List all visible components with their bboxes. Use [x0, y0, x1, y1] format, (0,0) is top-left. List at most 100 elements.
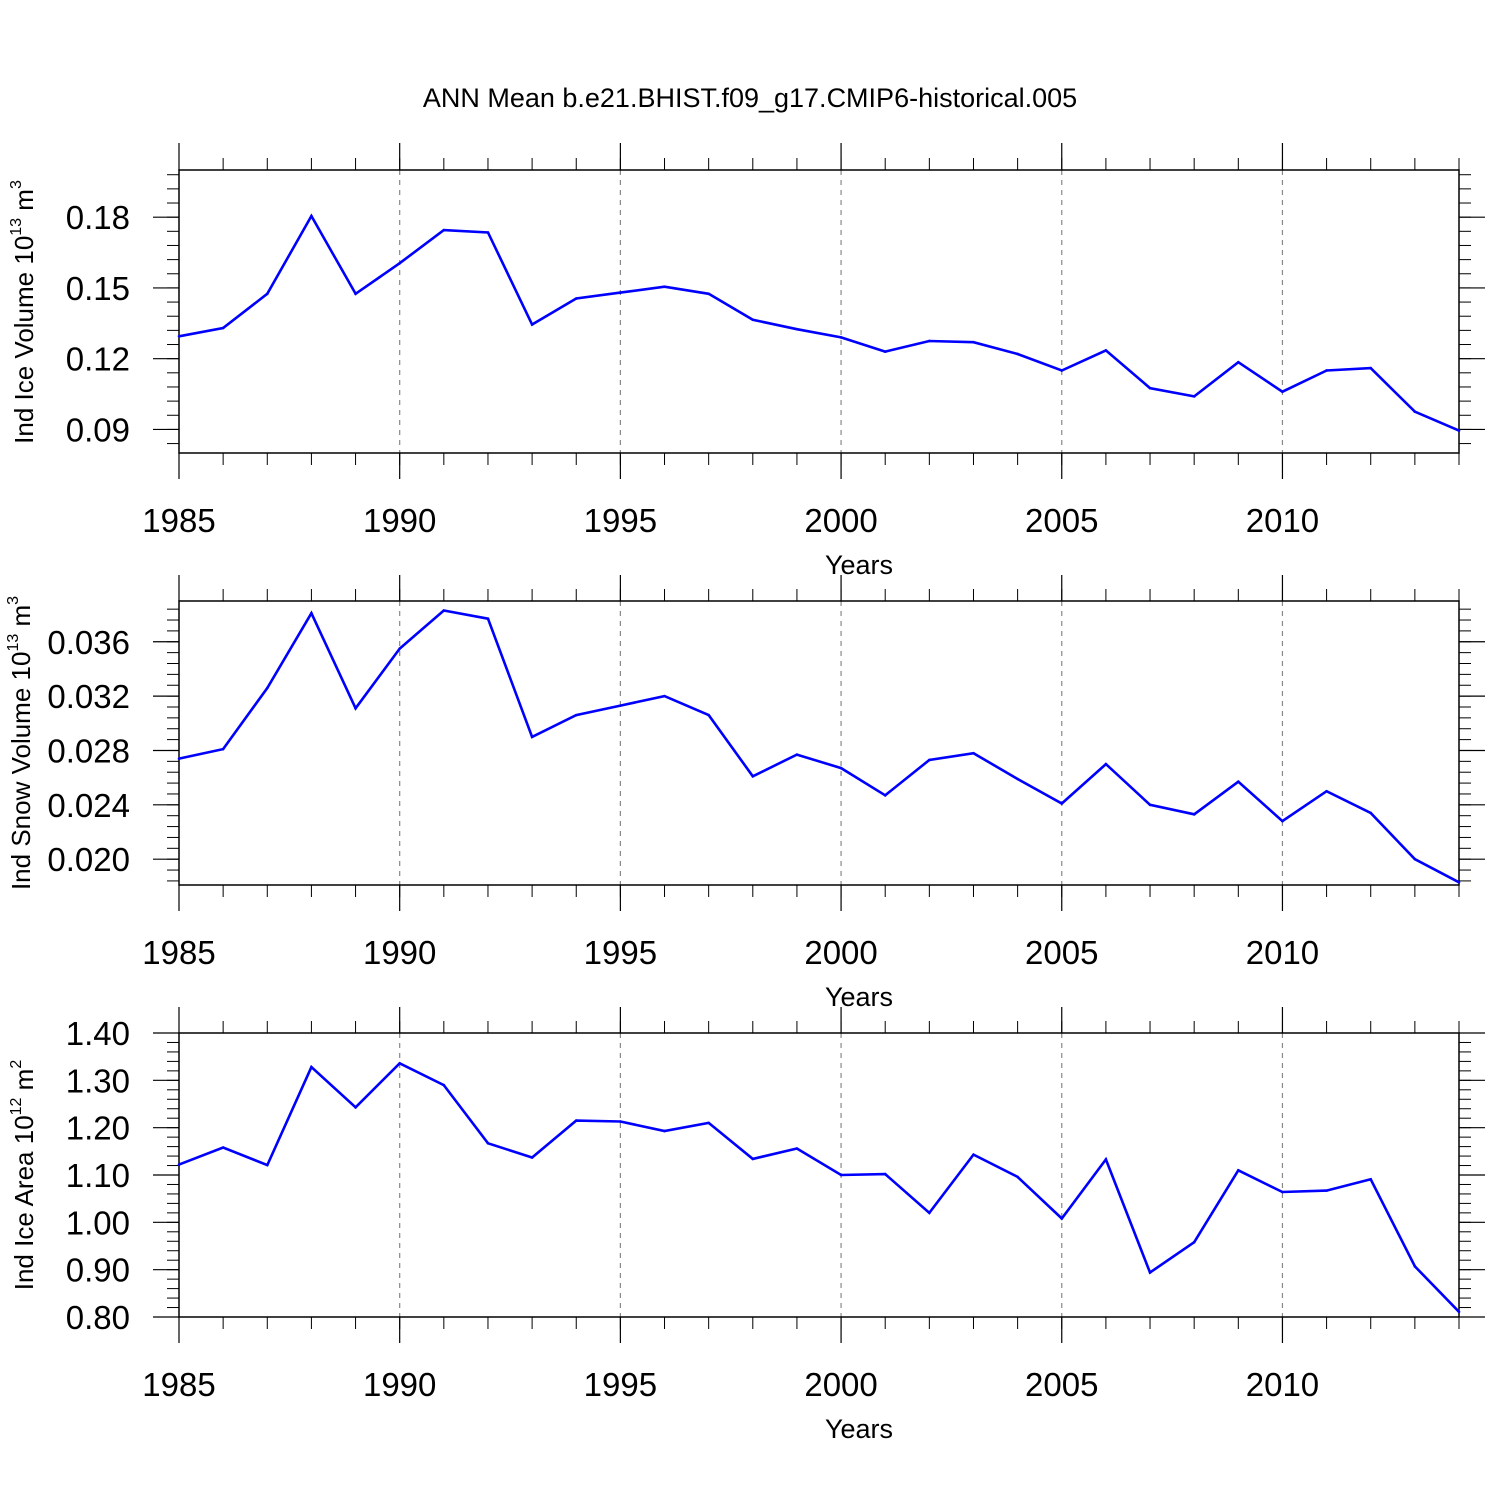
data-point: [530, 735, 534, 739]
data-point: [486, 1141, 490, 1145]
x-tick-label: 1995: [584, 934, 657, 971]
panels: 1985 1990 1995 2000 2005 2010 Years 0.09 0.12 0.1…: [5, 143, 1485, 1444]
data-point: [530, 1156, 534, 1159]
data-point: [310, 214, 313, 218]
data-point: [839, 1173, 843, 1177]
data-point: [707, 1121, 710, 1125]
data-point: [1413, 857, 1417, 861]
data-point: [354, 1106, 357, 1109]
y-tick-label: 1.20: [66, 1110, 130, 1147]
data-point: [530, 323, 534, 326]
data-point: [663, 694, 666, 698]
y-tick-label: 0.18: [66, 199, 130, 236]
data-point: [928, 339, 931, 343]
data-point: [1325, 789, 1328, 793]
data-point: [1369, 366, 1373, 370]
data-point: [751, 318, 755, 322]
data-point: [972, 340, 975, 344]
data-point: [1413, 410, 1417, 414]
y-tick-label: 1.00: [66, 1204, 130, 1241]
data-point: [1457, 880, 1461, 884]
x-tick-label: 2005: [1025, 934, 1098, 971]
data-point: [1192, 395, 1196, 398]
data-point: [398, 647, 401, 650]
x-tick-label: 2010: [1246, 1366, 1319, 1403]
data-point: [265, 1163, 269, 1167]
data-point: [1148, 1271, 1152, 1274]
data-point: [221, 747, 225, 751]
data-point: [1369, 811, 1373, 815]
x-tick-label: 2000: [804, 934, 877, 971]
data-point: [310, 611, 313, 615]
data-point: [265, 686, 269, 690]
x-axis-title: Years: [825, 982, 893, 1012]
data-point: [1016, 1175, 1019, 1179]
data-point: [354, 292, 357, 296]
y-tick-label: 0.036: [47, 624, 130, 661]
series-line: [178, 1061, 1460, 1313]
data-point: [795, 753, 799, 756]
x-tick-label: 1990: [363, 502, 436, 539]
plot-frame: [178, 600, 1460, 886]
data-point: [663, 1129, 666, 1133]
plot-frame: [178, 169, 1460, 454]
data-point: [1148, 803, 1152, 807]
y-tick-label: 0.020: [47, 841, 130, 878]
data-point: [1237, 360, 1240, 364]
data-point: [883, 1172, 887, 1176]
data-point: [707, 713, 710, 717]
y-axis-title: Ind Snow Volume 1013 m3: [5, 596, 36, 890]
data-point: [1237, 1168, 1240, 1172]
y-tick-label: 0.15: [66, 270, 130, 307]
series-line: [178, 609, 1460, 884]
data-point: [1457, 429, 1461, 432]
data-point: [972, 751, 975, 755]
data-point: [1413, 1265, 1417, 1268]
data-point: [310, 1065, 313, 1069]
data-point: [1325, 1189, 1328, 1192]
data-point: [619, 704, 622, 707]
data-point: [1237, 780, 1240, 784]
data-point: [574, 297, 578, 300]
data-point: [1281, 390, 1284, 393]
data-point: [751, 1157, 755, 1161]
y-tick-label: 0.80: [66, 1299, 130, 1336]
data-point: [1457, 1310, 1461, 1314]
data-point: [883, 794, 887, 797]
data-point: [177, 1163, 181, 1166]
data-point: [1192, 1240, 1196, 1244]
data-point: [354, 707, 357, 710]
y-tick-label: 0.09: [66, 411, 130, 448]
x-tick-label: 2000: [804, 1366, 877, 1403]
series-line: [178, 213, 1460, 432]
data-point: [1060, 1217, 1064, 1220]
data-point: [663, 285, 666, 289]
x-tick-label: 1995: [584, 502, 657, 539]
y-tick-label: 0.028: [47, 732, 130, 769]
x-tick-label: 2005: [1025, 502, 1098, 539]
data-point: [883, 350, 887, 353]
data-point: [1104, 1158, 1108, 1161]
figure-title: ANN Mean b.e21.BHIST.f09_g17.CMIP6-histo…: [423, 83, 1077, 113]
data-point: [1148, 386, 1152, 390]
panel-1: 1985 1990 1995 2000 2005 2010 Years 0.09 0.12 0.1…: [8, 143, 1485, 580]
data-point: [1016, 352, 1019, 356]
plot-frame: [178, 1032, 1460, 1318]
y-tick-label: 1.30: [66, 1062, 130, 1099]
y-tick-label: 0.024: [47, 787, 130, 824]
data-point: [751, 774, 755, 778]
y-tick-label: 1.40: [66, 1015, 130, 1052]
data-point: [574, 1119, 578, 1122]
data-point: [1369, 1177, 1373, 1181]
data-point: [1060, 802, 1064, 805]
x-axis-title: Years: [825, 550, 893, 580]
y-axis-title: Ind Ice Area 1012 m2: [8, 1060, 39, 1291]
data-point: [1192, 813, 1196, 816]
data-point: [398, 261, 401, 265]
data-point: [574, 713, 578, 717]
data-point: [707, 292, 710, 296]
data-point: [486, 231, 490, 234]
data-point: [398, 1061, 401, 1065]
data-point: [928, 1211, 931, 1215]
